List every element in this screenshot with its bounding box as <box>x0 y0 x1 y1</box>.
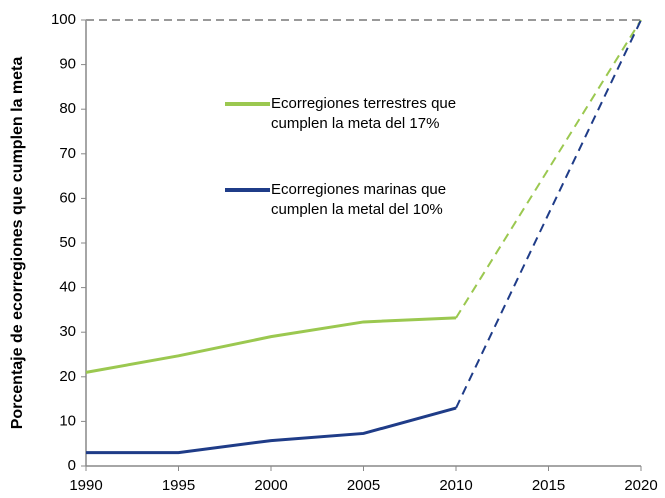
y-tick-label: 90 <box>59 56 76 73</box>
x-tick-label: 1990 <box>69 477 102 494</box>
data-line <box>85 316 457 374</box>
y-tick-label: 40 <box>59 279 76 296</box>
y-tick-label: 30 <box>59 323 76 340</box>
x-tick-label: 1995 <box>162 477 195 494</box>
y-tick-label: 10 <box>59 412 76 429</box>
x-tick-label: 2015 <box>532 477 565 494</box>
legend-label: Ecorregiones terrestres que cumplen la m… <box>271 95 457 132</box>
x-tick-label: 2005 <box>347 477 380 494</box>
y-tick-label: 0 <box>68 457 76 474</box>
y-axis-label: Porcentaje de ecorregiones que cumplen l… <box>9 57 26 430</box>
y-tick-label: 70 <box>59 145 76 162</box>
y-tick-label: 50 <box>59 234 76 251</box>
projection-line <box>455 19 642 409</box>
y-tick-label: 100 <box>51 11 76 28</box>
y-tick-label: 80 <box>59 100 76 117</box>
y-tick-label: 60 <box>59 189 76 206</box>
x-tick-label: 2010 <box>439 477 472 494</box>
data-line <box>86 406 457 455</box>
legend-label: Ecorregiones marinas que cumplen la meta… <box>271 181 447 218</box>
x-tick-label: 2020 <box>624 477 657 494</box>
y-tick-label: 20 <box>59 368 76 385</box>
projection-line <box>455 19 642 319</box>
x-tick-label: 2000 <box>254 477 287 494</box>
